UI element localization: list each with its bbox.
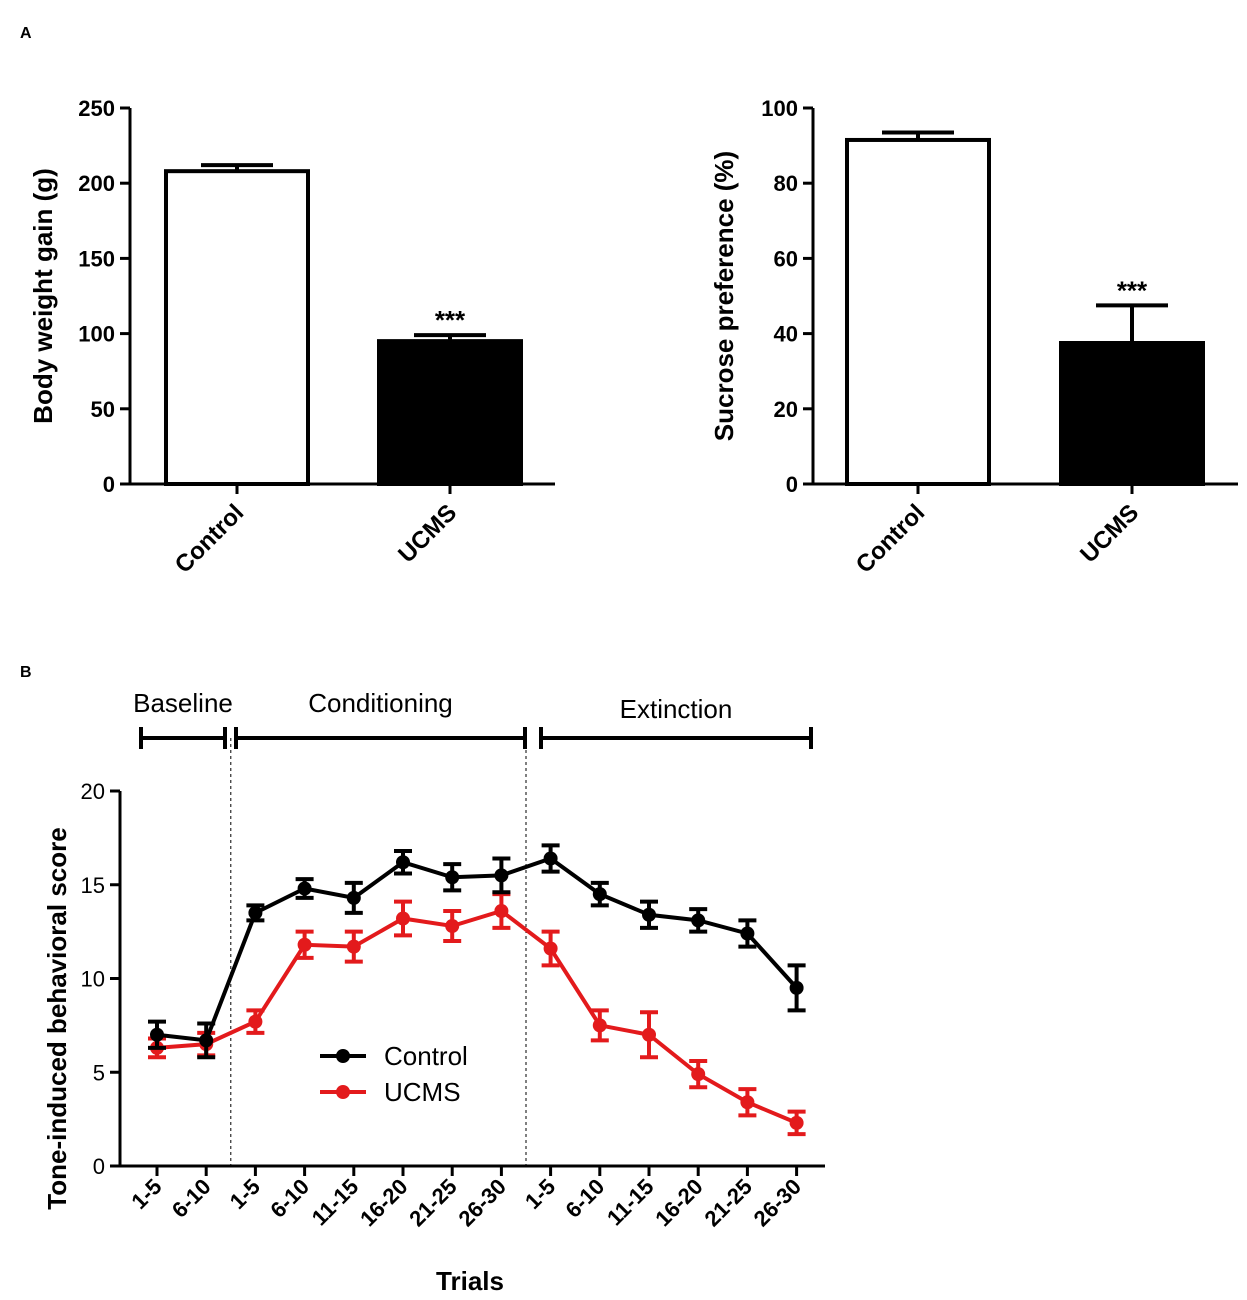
- y-tick-label: 0: [93, 1154, 105, 1179]
- y-tick-label: 250: [78, 96, 115, 121]
- y-tick-label: 100: [78, 322, 115, 347]
- data-point-ucms: [543, 941, 558, 956]
- legend-marker-ucms: [336, 1085, 350, 1099]
- data-point-ucms: [445, 919, 460, 933]
- y-tick-label: 60: [774, 246, 798, 271]
- series-line-control: [156, 856, 799, 1043]
- data-point-control: [642, 907, 656, 922]
- data-point-control: [150, 1027, 164, 1042]
- x-axis-label: Trials: [436, 1266, 504, 1296]
- significance-marker: ***: [1117, 275, 1148, 305]
- data-point-ucms: [346, 939, 361, 954]
- data-point-control: [199, 1033, 214, 1048]
- legend-label-control: Control: [384, 1041, 468, 1071]
- x-tick-label: 6-10: [561, 1174, 610, 1223]
- x-tick-label: 21-25: [404, 1174, 461, 1231]
- y-tick-label: 100: [761, 96, 798, 121]
- x-tick-label: 26-30: [453, 1174, 510, 1231]
- bar-control: [845, 137, 991, 487]
- data-point-control: [396, 855, 410, 870]
- bar-ucms: [377, 339, 523, 486]
- chart-sucrose-preference: 0 20 40 60 80 100 Sucrose preference (%) Contro…: [709, 96, 1238, 579]
- y-axis-label: Sucrose preference (%): [709, 151, 739, 441]
- x-tick-label: 1-5: [520, 1174, 560, 1214]
- data-point-control: [543, 851, 558, 866]
- data-point-ucms: [297, 937, 312, 952]
- y-tick-label: 0: [786, 472, 798, 497]
- significance-marker: ***: [435, 305, 466, 335]
- data-point-ucms: [691, 1067, 706, 1082]
- bar-ucms: [1059, 341, 1205, 486]
- data-point-control: [445, 870, 460, 885]
- x-tick-label: 26-30: [749, 1174, 806, 1231]
- legend-marker-control: [336, 1049, 350, 1063]
- chart-body-weight-gain: 0 50 100 150 200 250 Body weight gain (g) Contr…: [28, 96, 555, 579]
- x-tick-label: 6-10: [265, 1174, 314, 1223]
- data-point-ucms: [642, 1027, 656, 1042]
- y-tick-label: 150: [78, 246, 115, 271]
- x-tick-label: Control: [170, 499, 249, 578]
- data-point-ucms: [248, 1014, 263, 1029]
- y-tick-label: 0: [103, 472, 115, 497]
- data-point-ucms: [592, 1018, 607, 1033]
- legend-label-ucms: UCMS: [384, 1077, 461, 1107]
- x-tick-label: UCMS: [393, 499, 462, 568]
- phase-label-conditioning: Conditioning: [308, 688, 453, 718]
- x-tick-label: 21-25: [699, 1174, 756, 1231]
- y-tick-label: 200: [78, 171, 115, 196]
- x-tick-label: 16-20: [355, 1174, 412, 1231]
- x-tick-label: 11-15: [602, 1174, 659, 1231]
- phase-label-extinction: Extinction: [620, 694, 733, 724]
- data-point-control: [592, 887, 607, 902]
- panel-label-b: B: [20, 664, 32, 681]
- data-point-control: [691, 913, 706, 928]
- y-tick-label: 50: [91, 397, 115, 422]
- x-tick-label: Control: [851, 499, 930, 578]
- y-axis-label: Body weight gain (g): [28, 168, 58, 424]
- y-tick-label: 20: [774, 397, 798, 422]
- data-point-control: [740, 926, 755, 941]
- data-point-ucms: [789, 1115, 804, 1130]
- y-tick-label: 20: [81, 779, 105, 804]
- x-tick-label: 16-20: [650, 1174, 707, 1231]
- x-tick-label: 6-10: [167, 1174, 216, 1223]
- data-point-control: [494, 868, 509, 883]
- data-point-ucms: [494, 904, 509, 918]
- data-point-control: [346, 890, 361, 905]
- data-point-control: [248, 905, 263, 920]
- y-tick-label: 15: [81, 873, 105, 898]
- bar-control: [164, 169, 310, 486]
- x-tick-label: 1-5: [225, 1174, 265, 1214]
- panel-label-a: A: [20, 25, 32, 42]
- y-tick-label: 80: [774, 171, 798, 196]
- y-axis-label: Tone-induced behavioral score: [42, 827, 72, 1209]
- y-tick-label: 5: [93, 1060, 105, 1085]
- x-tick-label: UCMS: [1075, 499, 1144, 568]
- y-tick-label: 40: [774, 322, 798, 347]
- x-tick-label: 11-15: [307, 1174, 364, 1231]
- chart-tone-induced-score: 0 5 10 15 20 Tone-induced behavioral score Tri…: [42, 688, 825, 1296]
- data-point-control: [297, 881, 312, 896]
- data-point-control: [789, 980, 804, 995]
- y-tick-label: 10: [81, 967, 105, 992]
- phase-label-baseline: Baseline: [133, 688, 233, 718]
- x-tick-label: 1-5: [126, 1174, 166, 1214]
- data-point-ucms: [740, 1095, 755, 1110]
- data-point-ucms: [396, 911, 410, 926]
